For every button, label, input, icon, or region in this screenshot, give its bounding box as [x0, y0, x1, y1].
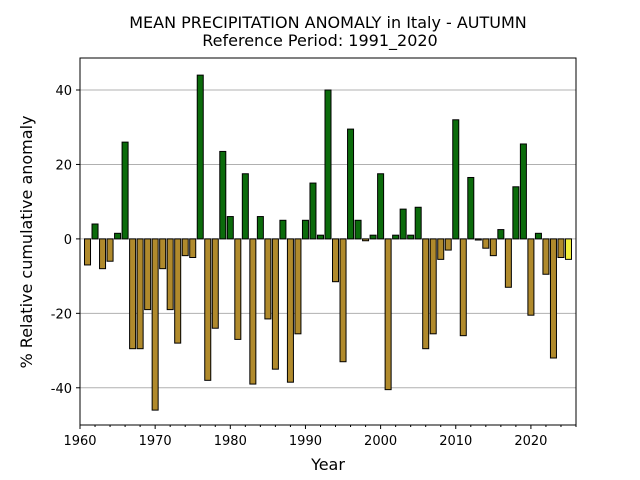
y-axis-label: % Relative cumulative anomaly	[17, 116, 36, 369]
bar-2017	[504, 238, 512, 288]
bar-1983	[249, 238, 257, 385]
bar-2021	[534, 232, 542, 240]
bar-1996	[347, 128, 355, 240]
bar-1972	[166, 238, 174, 311]
bar-2016	[497, 229, 505, 240]
bar-1969	[144, 238, 152, 311]
bar-1968	[136, 238, 144, 350]
bar-2005	[414, 206, 422, 240]
bar-1987	[279, 219, 287, 240]
y-tick-label: 40	[55, 84, 72, 99]
bar-1995	[339, 238, 347, 363]
bar-1991	[309, 182, 317, 240]
bar-1977	[204, 238, 212, 381]
x-tick-label: 1960	[63, 434, 96, 449]
y-axis: -40 -20 0 20 40	[51, 84, 80, 397]
bar-1985	[264, 238, 272, 320]
bars	[84, 74, 572, 411]
y-tick-label: -20	[51, 307, 72, 322]
bar-1980	[226, 216, 234, 240]
bar-1966	[121, 141, 129, 240]
bar-1963	[99, 238, 107, 270]
bar-2011	[459, 238, 467, 337]
bar-2019	[519, 143, 527, 240]
bar-1971	[159, 238, 167, 270]
x-tick-label: 2010	[439, 434, 472, 449]
bar-1989	[294, 238, 302, 335]
bar-1975	[189, 238, 197, 259]
bar-1997	[354, 219, 362, 240]
x-tick-label: 1970	[139, 434, 172, 449]
bar-1978	[211, 238, 219, 329]
bar-2018	[512, 186, 520, 240]
bar-2001	[384, 238, 392, 391]
x-axis: 1960 1970 1980 1990 2000 2010 2020	[63, 425, 577, 449]
x-tick-label: 2020	[514, 434, 547, 449]
bar-1986	[271, 238, 279, 370]
bar-1974	[181, 238, 189, 257]
bar-1999	[369, 234, 377, 240]
bar-1973	[174, 238, 182, 344]
bar-1967	[129, 238, 137, 350]
y-tick-label: -40	[51, 382, 72, 397]
bar-2007	[429, 238, 437, 335]
bar-2004	[407, 234, 415, 240]
bar-1982	[241, 173, 249, 240]
bar-1965	[114, 232, 122, 240]
bar-1992	[316, 234, 324, 240]
bar-1984	[256, 216, 264, 240]
x-axis-label: Year	[310, 455, 345, 474]
bar-2002	[392, 234, 400, 240]
bar-2003	[399, 208, 407, 240]
bar-2000	[377, 173, 385, 240]
bar-2024	[557, 238, 565, 259]
bar-2008	[437, 238, 445, 260]
bar-1981	[234, 238, 242, 340]
chart-title: MEAN PRECIPITATION ANOMALY in Italy - AU…	[129, 13, 527, 32]
bar-2025	[564, 238, 572, 260]
bar-1979	[219, 150, 227, 240]
bar-2012	[467, 176, 475, 240]
bar-2015	[489, 238, 497, 257]
bar-2014	[482, 238, 490, 249]
x-tick-label: 2000	[364, 434, 397, 449]
y-tick-label: 20	[55, 158, 72, 173]
bar-1964	[106, 238, 114, 262]
chart-subtitle: Reference Period: 1991_2020	[202, 31, 437, 51]
bar-1993	[324, 89, 332, 240]
bar-2006	[422, 238, 430, 350]
bar-2023	[549, 238, 557, 359]
bar-1961	[84, 238, 92, 266]
bar-2010	[452, 119, 460, 240]
plot-frame	[79, 57, 577, 426]
bar-1970	[151, 238, 159, 411]
bar-2013	[474, 238, 482, 241]
bar-2020	[527, 238, 535, 316]
bar-2009	[444, 238, 452, 251]
bar-1962	[91, 223, 99, 240]
bar-2022	[542, 238, 550, 275]
x-tick-label: 1990	[289, 434, 322, 449]
bar-1976	[196, 74, 204, 240]
bar-1994	[332, 238, 340, 283]
bar-1988	[286, 238, 294, 383]
y-tick-label: 0	[64, 233, 72, 248]
bar-1998	[362, 238, 370, 242]
x-tick-label: 1980	[214, 434, 247, 449]
bar-1990	[301, 219, 309, 240]
